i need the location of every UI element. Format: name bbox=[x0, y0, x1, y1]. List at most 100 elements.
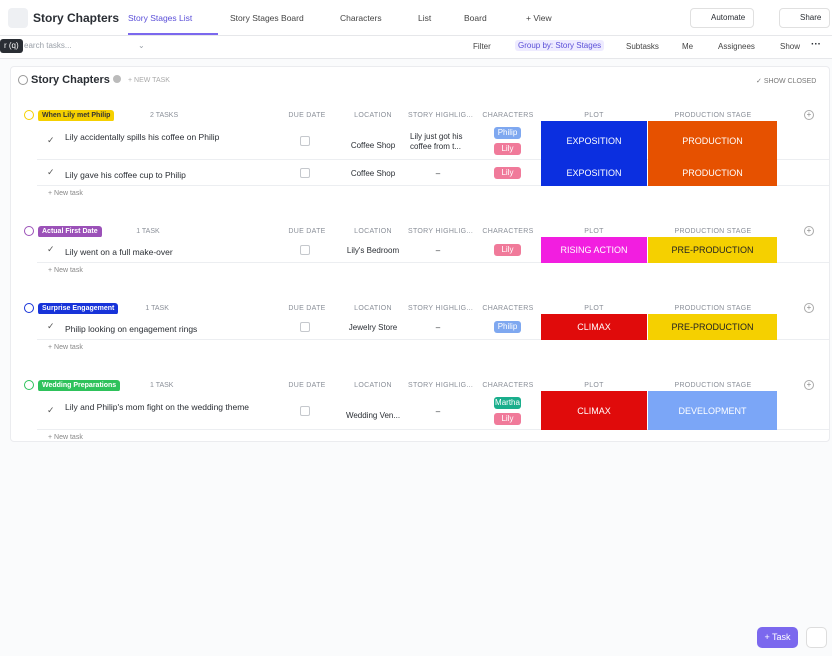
story-highlight: – bbox=[435, 169, 441, 178]
character-tag[interactable]: Philip bbox=[494, 126, 521, 139]
due-date-icon[interactable] bbox=[300, 322, 310, 332]
apps-button[interactable] bbox=[806, 627, 827, 648]
story-highlight: – bbox=[435, 323, 441, 332]
tab[interactable]: Characters bbox=[340, 13, 382, 23]
tab[interactable]: + View bbox=[526, 13, 552, 23]
filter-button[interactable]: Assignees bbox=[718, 42, 755, 51]
task-name[interactable]: Lily and Philip's mom fight on the weddi… bbox=[65, 401, 250, 412]
check[interactable]: ✓ bbox=[47, 321, 55, 331]
character-tag[interactable]: Philip bbox=[494, 321, 521, 333]
add-column[interactable]: + bbox=[804, 110, 814, 120]
column-header: PLOT bbox=[584, 112, 604, 119]
task-name[interactable]: Lily went on a full make-over bbox=[65, 247, 173, 257]
task-button[interactable]: + Task bbox=[757, 627, 798, 648]
column-header: DUE DATE bbox=[288, 305, 326, 312]
plot-cell[interactable]: CLIMAX bbox=[541, 314, 647, 340]
action-button[interactable]: Share bbox=[779, 8, 831, 28]
group-label: Actual First Date bbox=[38, 226, 102, 238]
tab[interactable]: Story Stages Board bbox=[230, 13, 304, 23]
action-label: Share bbox=[800, 13, 822, 22]
action-button[interactable]: Automate bbox=[690, 8, 755, 28]
column-header: PLOT bbox=[584, 228, 604, 235]
group-count: 1 TASK bbox=[150, 382, 174, 389]
column-header: DUE DATE bbox=[288, 112, 326, 119]
location: Coffee Shop bbox=[350, 140, 396, 150]
add-column[interactable]: + bbox=[804, 303, 814, 313]
collapse-icon[interactable] bbox=[18, 75, 28, 85]
page-title: Story Chapters bbox=[33, 11, 120, 25]
search-box[interactable]: earch tasks... ⌄ bbox=[14, 41, 154, 54]
character-tag[interactable]: Lily bbox=[494, 167, 521, 179]
column-header: STORY HIGHLIG... bbox=[408, 228, 474, 235]
story-highlight: Lily just got his coffee from t... bbox=[410, 131, 463, 151]
column-header: CHARACTERS bbox=[482, 305, 534, 312]
column-header: PRODUCTION STAGE bbox=[674, 228, 752, 235]
due-date-icon[interactable] bbox=[300, 405, 310, 416]
group-label: Surprise Engagement bbox=[38, 303, 119, 315]
new-task[interactable]: + New task bbox=[48, 344, 83, 351]
column-header: PRODUCTION STAGE bbox=[674, 305, 752, 312]
check[interactable]: ✓ bbox=[47, 167, 55, 177]
filter-button[interactable]: Filter bbox=[473, 42, 491, 51]
character-tag[interactable]: Lily bbox=[494, 142, 521, 155]
column-header: STORY HIGHLIG... bbox=[408, 305, 474, 312]
stage-cell[interactable]: PRE-PRODUCTION bbox=[648, 237, 777, 263]
task-name[interactable]: Philip looking on engagement rings bbox=[65, 324, 198, 334]
group-toggle[interactable] bbox=[24, 110, 34, 120]
location: Jewelry Store bbox=[348, 323, 398, 332]
column-header: PRODUCTION STAGE bbox=[674, 382, 752, 389]
check[interactable]: ✓ bbox=[47, 134, 55, 145]
stage-cell[interactable]: PRODUCTION bbox=[648, 121, 777, 160]
check[interactable]: ✓ bbox=[47, 244, 55, 254]
new-task[interactable]: + New task bbox=[48, 434, 83, 441]
tab-underline bbox=[128, 33, 218, 35]
group-count: 2 TASKS bbox=[150, 112, 179, 119]
show-closed[interactable]: ✓ SHOW CLOSED bbox=[756, 78, 817, 85]
stage-cell[interactable]: PRODUCTION bbox=[648, 160, 777, 186]
tab[interactable]: List bbox=[418, 13, 432, 23]
task-name[interactable]: Lily gave his coffee cup to Philip bbox=[65, 170, 186, 180]
list-title: Story Chapters bbox=[31, 74, 110, 86]
new-task-link[interactable]: + NEW TASK bbox=[128, 77, 170, 84]
column-header: CHARACTERS bbox=[482, 382, 534, 389]
plot-cell[interactable]: CLIMAX bbox=[541, 391, 647, 430]
group-toggle[interactable] bbox=[24, 303, 34, 313]
filter-button[interactable]: Group by: Story Stages bbox=[515, 40, 605, 51]
column-header: STORY HIGHLIG... bbox=[408, 382, 474, 389]
group-label: When Lily met Philip bbox=[38, 110, 115, 122]
character-tag[interactable]: Lily bbox=[494, 412, 521, 425]
check[interactable]: ✓ bbox=[47, 404, 55, 415]
due-date-icon[interactable] bbox=[300, 135, 310, 146]
more-menu[interactable]: ··· bbox=[811, 39, 821, 50]
stage-cell[interactable]: PRE-PRODUCTION bbox=[648, 314, 777, 340]
plot-cell[interactable]: EXPOSITION bbox=[541, 121, 647, 160]
group-toggle[interactable] bbox=[24, 226, 34, 236]
new-task[interactable]: + New task bbox=[48, 267, 83, 274]
column-header: PLOT bbox=[584, 382, 604, 389]
story-highlight: – bbox=[435, 246, 441, 255]
character-tag[interactable]: Martha bbox=[494, 396, 521, 409]
group-toggle[interactable] bbox=[24, 380, 34, 390]
plot-cell[interactable]: EXPOSITION bbox=[541, 160, 647, 186]
stage-cell[interactable]: DEVELOPMENT bbox=[648, 391, 777, 430]
character-tag[interactable]: Lily bbox=[494, 244, 521, 256]
plot-cell[interactable]: RISING ACTION bbox=[541, 237, 647, 263]
column-header: LOCATION bbox=[354, 228, 392, 235]
column-header: CHARACTERS bbox=[482, 228, 534, 235]
filter-button[interactable]: Subtasks bbox=[626, 42, 659, 51]
tab[interactable]: Story Stages List bbox=[128, 13, 193, 23]
due-date-icon[interactable] bbox=[300, 245, 310, 255]
due-date-icon[interactable] bbox=[300, 168, 310, 178]
filter-button[interactable]: Me bbox=[682, 42, 694, 51]
tab[interactable]: Board bbox=[464, 13, 487, 23]
column-header: CHARACTERS bbox=[482, 112, 534, 119]
filter-button[interactable]: Show bbox=[780, 42, 801, 51]
column-header: LOCATION bbox=[354, 305, 392, 312]
action-label: Automate bbox=[711, 13, 746, 22]
new-task[interactable]: + New task bbox=[48, 190, 83, 197]
add-column[interactable]: + bbox=[804, 226, 814, 236]
column-header: PLOT bbox=[584, 305, 604, 312]
add-column[interactable]: + bbox=[804, 380, 814, 390]
task-name[interactable]: Lily accidentally spills his coffee on P… bbox=[65, 131, 220, 142]
